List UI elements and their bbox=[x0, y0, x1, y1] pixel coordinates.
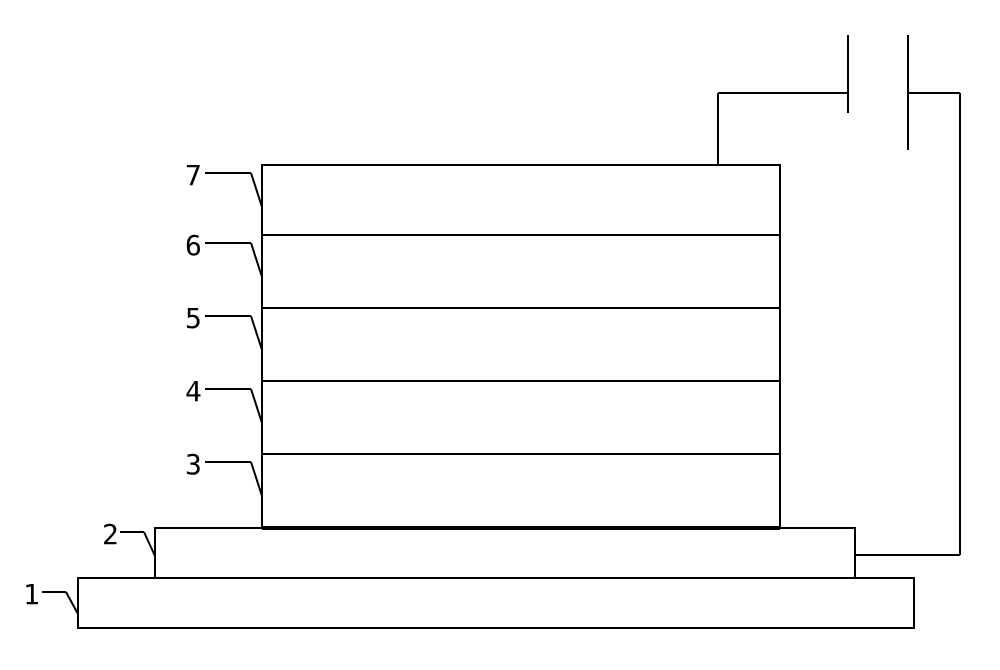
layered-device-diagram: 1 2 3 4 5 6 7 bbox=[0, 0, 1000, 670]
diagram-svg bbox=[0, 0, 1000, 670]
label-2: 2 bbox=[102, 518, 119, 551]
layer-5-rect bbox=[262, 308, 780, 381]
layer-2-rect bbox=[155, 528, 855, 578]
label-7: 7 bbox=[185, 159, 202, 192]
layer-6-rect bbox=[262, 235, 780, 308]
layer-7-rect bbox=[262, 165, 780, 235]
leader-7-d bbox=[251, 173, 262, 207]
label-3: 3 bbox=[185, 448, 202, 481]
label-1: 1 bbox=[23, 578, 40, 611]
leader-3-d bbox=[251, 462, 262, 496]
leader-2-d bbox=[144, 532, 155, 556]
label-5: 5 bbox=[185, 302, 202, 335]
layer-3-rect bbox=[262, 454, 780, 528]
label-6: 6 bbox=[185, 229, 202, 262]
label-4: 4 bbox=[185, 375, 202, 408]
leader-1-d bbox=[66, 592, 78, 614]
layer-4-rect bbox=[262, 381, 780, 454]
leader-6-d bbox=[251, 243, 262, 277]
leader-4-d bbox=[251, 389, 262, 423]
layer-1-rect bbox=[78, 578, 914, 628]
leader-5-d bbox=[251, 316, 262, 350]
